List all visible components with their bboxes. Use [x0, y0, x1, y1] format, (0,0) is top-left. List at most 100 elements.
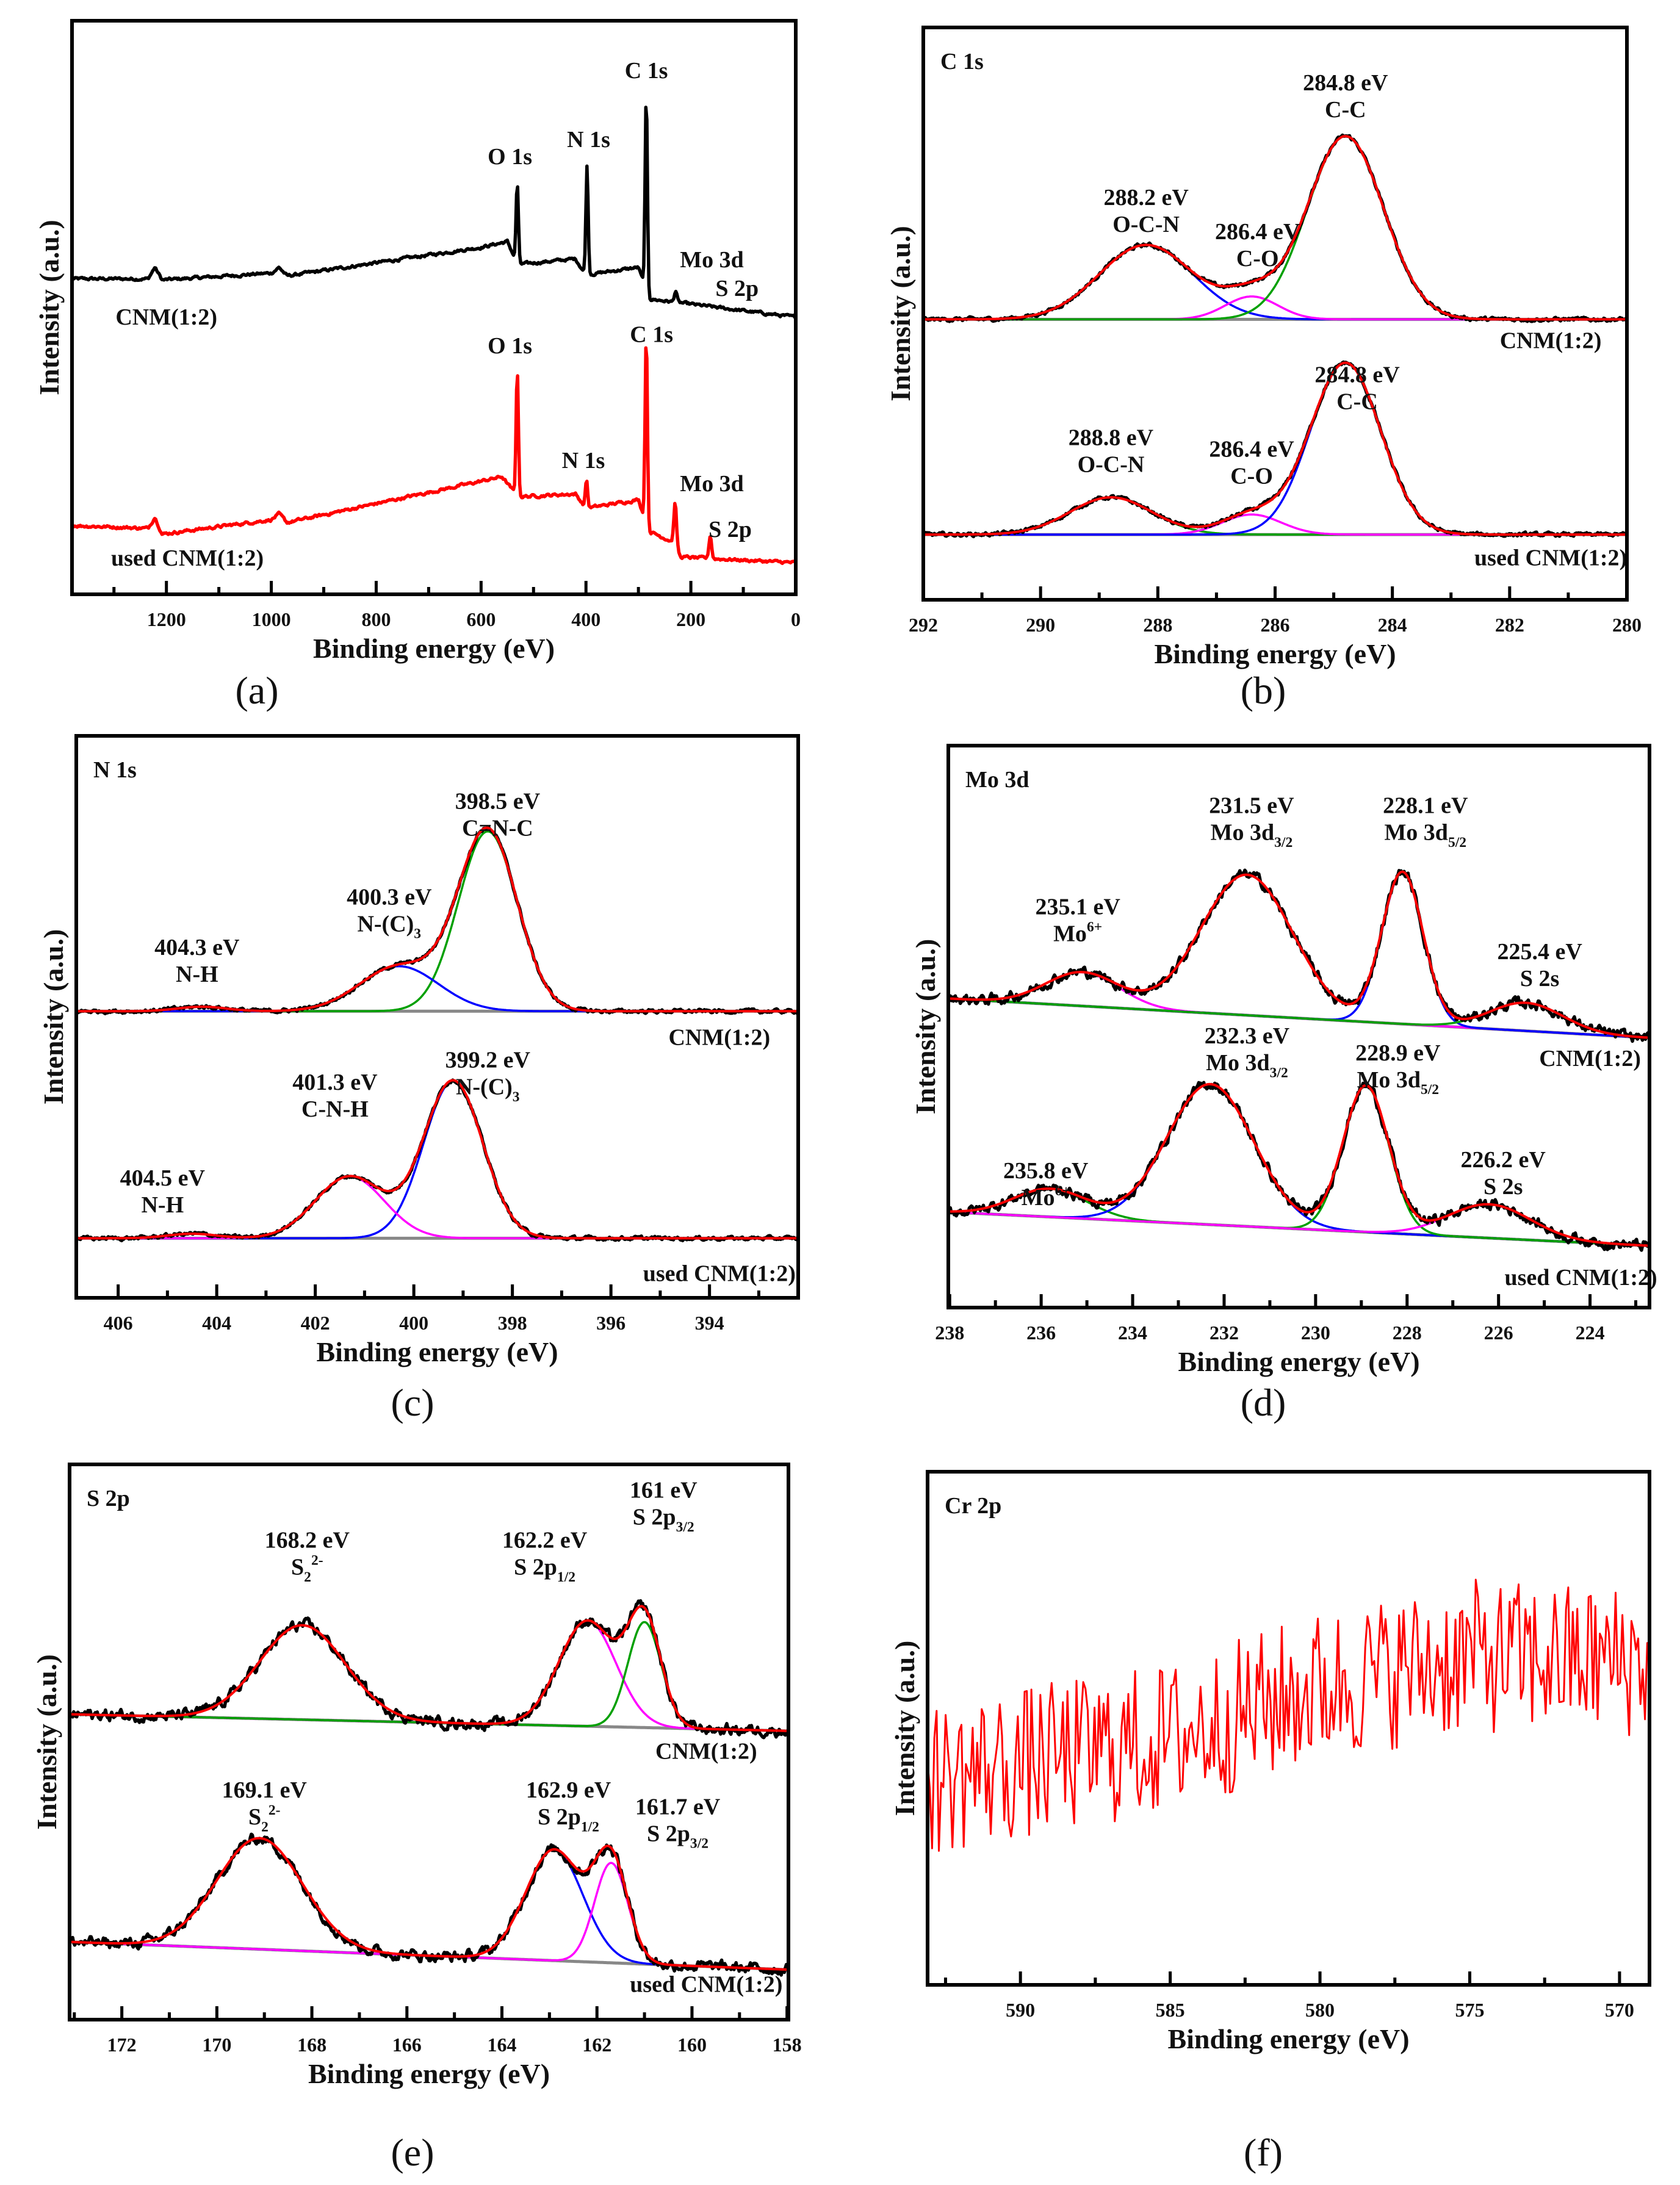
- plot-frame: [68, 1463, 790, 2021]
- peak-annotation: Mo 3d: [680, 471, 744, 497]
- peak-annotation: S 2s: [1520, 966, 1559, 992]
- raw-spectrum-0: [928, 1578, 1649, 1852]
- x-tick-label: 800: [361, 608, 391, 630]
- peak-annotation: Mo 3d3/2: [1206, 1050, 1288, 1081]
- x-tick-label: 158: [773, 2034, 802, 2056]
- plot-area: [70, 1599, 788, 1977]
- x-tick-label: 398: [498, 1312, 527, 1334]
- x-tick-label: 226: [1484, 1322, 1513, 1344]
- panel-c: CNM(1:2) used CNM(1:2) 406 404 402 400 398 396 3…: [38, 734, 800, 1424]
- peak-annotation: S 2p3/2: [633, 1505, 694, 1535]
- plot-area: [928, 1578, 1649, 1852]
- peak-annotation: 231.5 eV: [1209, 793, 1294, 819]
- peak-annotation: 232.3 eV: [1205, 1023, 1290, 1049]
- x-tick-label: 164: [488, 2034, 517, 2056]
- peak-annotation: 228.9 eV: [1355, 1040, 1441, 1066]
- peak-annotation: 162.2 eV: [502, 1528, 588, 1553]
- peak-annotation: S 2p1/2: [538, 1804, 599, 1835]
- peak-annotation: O 1s: [488, 144, 532, 170]
- peak-annotation: 235.8 eV: [1003, 1158, 1089, 1184]
- x-tick-label: 590: [1006, 1999, 1035, 2021]
- raw-spectrum-1: [72, 346, 796, 566]
- peak-annotation: S 2p1/2: [514, 1555, 575, 1585]
- series-label: used CNM(1:2): [1505, 1265, 1657, 1290]
- x-tick-label: 292: [909, 614, 938, 636]
- x-tick-label: 234: [1118, 1322, 1147, 1344]
- peak-annotation: C=N-C: [462, 816, 533, 841]
- panel-letter: (a): [235, 669, 278, 712]
- panel-b: CNM(1:2) used CNM(1:2) 292 290 288 286 284 282 2…: [885, 26, 1642, 712]
- panel-letter: (c): [391, 1381, 434, 1424]
- panel-e: CNM(1:2) used CNM(1:2) 172 170 168 166 164 162 1…: [31, 1463, 802, 2174]
- peak-annotation: S 2s: [1484, 1174, 1523, 1200]
- plot-area: [72, 106, 796, 566]
- plot-area: [76, 825, 798, 1242]
- peak-annotation: 284.8 eV: [1303, 70, 1388, 96]
- x-axis-label: Binding energy (eV): [308, 2058, 550, 2089]
- y-axis-label: Intensity (a.u.): [34, 220, 65, 395]
- peak-annotation: Mo6+: [1022, 1183, 1070, 1211]
- x-tick-label: 200: [676, 608, 705, 630]
- panel-letter: (d): [1241, 1381, 1286, 1424]
- series-label: used CNM(1:2): [643, 1261, 796, 1286]
- peak-annotation: 404.3 eV: [154, 935, 240, 960]
- x-axis-label: Binding energy (eV): [1154, 638, 1396, 669]
- x-tick-label: 404: [202, 1312, 231, 1334]
- peak-annotation: N-H: [141, 1192, 184, 1218]
- series-label: CNM(1:2): [115, 304, 217, 330]
- panel-title: C 1s: [940, 49, 984, 74]
- x-tick-label: 232: [1210, 1322, 1239, 1344]
- x-tick-label: 162: [582, 2034, 611, 2056]
- panel-a: CNM(1:2) used CNM(1:2) 1200 1000 800 600 400 20…: [34, 19, 801, 712]
- peak-annotation: N-(C)3: [456, 1074, 520, 1104]
- fit-envelope-0: [76, 826, 798, 1013]
- peak-annotation: C-O: [1230, 464, 1273, 489]
- y-axis-label: Intensity (a.u.): [38, 929, 69, 1105]
- panel-letter: (f): [1244, 2131, 1283, 2174]
- plot-frame: [946, 744, 1651, 1309]
- peak-annotation: S 2p3/2: [647, 1821, 708, 1851]
- peak-annotation: C 1s: [625, 58, 668, 84]
- peak-annotation: Mo 3d5/2: [1357, 1067, 1439, 1098]
- x-axis-label: Binding energy (eV): [316, 1336, 558, 1367]
- series-label: CNM(1:2): [655, 1738, 757, 1764]
- peak-annotation: 288.8 eV: [1069, 425, 1154, 451]
- peak-annotation: 284.8 eV: [1314, 362, 1400, 388]
- peak-annotation: 226.2 eV: [1461, 1147, 1546, 1173]
- peak-annotation: N-(C)3: [357, 911, 421, 941]
- x-tick-label: 168: [297, 2034, 326, 2056]
- series-label: CNM(1:2): [668, 1025, 770, 1051]
- component-peak-286.4: [923, 513, 1627, 536]
- peak-annotation: S 2p: [708, 517, 752, 542]
- x-tick-label: 280: [1612, 614, 1642, 636]
- plot-frame: [74, 734, 800, 1300]
- x-tick-label: 1000: [252, 608, 291, 630]
- x-tick-label: 400: [571, 608, 600, 630]
- peak-annotation: 398.5 eV: [455, 789, 541, 815]
- plot-area: [923, 133, 1627, 539]
- component-peak-162.9: [70, 1848, 788, 1971]
- peak-annotation: N 1s: [567, 127, 610, 153]
- fit-envelope-0: [923, 135, 1627, 321]
- x-tick-label: 238: [935, 1322, 964, 1344]
- x-tick-label: 230: [1301, 1322, 1330, 1344]
- panel-letter: (e): [391, 2131, 434, 2174]
- x-tick-label: 580: [1305, 1999, 1335, 2021]
- fit-envelope-1: [948, 1082, 1649, 1247]
- panel-d: CNM(1:2) used CNM(1:2) 238 236 234 232 230 228 2…: [910, 744, 1657, 1424]
- peak-annotation: 161.7 eV: [635, 1794, 721, 1820]
- peak-annotation: S22-: [248, 1802, 281, 1835]
- series-label: used CNM(1:2): [111, 545, 264, 571]
- peak-annotation: 400.3 eV: [347, 884, 432, 910]
- x-axis-label: Binding energy (eV): [313, 633, 555, 664]
- x-axis-label: Binding energy (eV): [1167, 2023, 1409, 2054]
- peak-annotation: 228.1 eV: [1383, 793, 1468, 819]
- peak-annotation: N-H: [176, 962, 218, 987]
- x-tick-label: 394: [695, 1312, 724, 1334]
- peak-annotation: O-C-N: [1078, 452, 1145, 478]
- peak-annotation: O 1s: [488, 333, 532, 359]
- component-peak-161.7: [70, 1862, 788, 1971]
- panel-title: Mo 3d: [965, 767, 1029, 793]
- panel-title: Cr 2p: [945, 1493, 1001, 1519]
